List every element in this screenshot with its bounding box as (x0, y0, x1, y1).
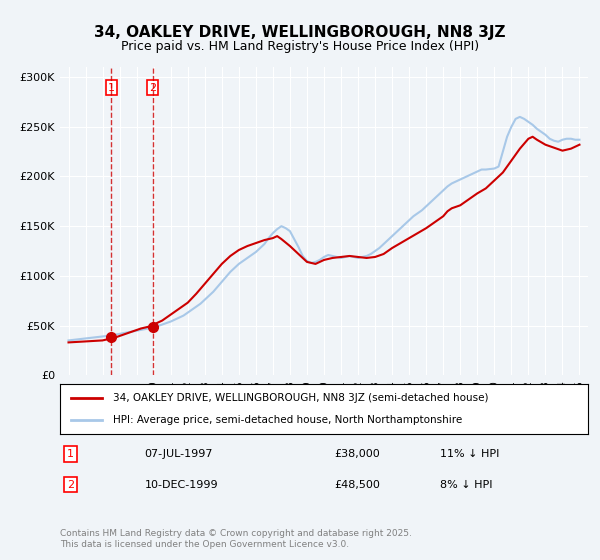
Text: £38,000: £38,000 (335, 449, 380, 459)
Text: £48,500: £48,500 (335, 480, 380, 489)
Text: Contains HM Land Registry data © Crown copyright and database right 2025.
This d: Contains HM Land Registry data © Crown c… (60, 529, 412, 549)
Text: Price paid vs. HM Land Registry's House Price Index (HPI): Price paid vs. HM Land Registry's House … (121, 40, 479, 53)
Text: 11% ↓ HPI: 11% ↓ HPI (440, 449, 500, 459)
Text: 34, OAKLEY DRIVE, WELLINGBOROUGH, NN8 3JZ: 34, OAKLEY DRIVE, WELLINGBOROUGH, NN8 3J… (94, 25, 506, 40)
Text: 2: 2 (149, 82, 156, 92)
Text: 34, OAKLEY DRIVE, WELLINGBOROUGH, NN8 3JZ (semi-detached house): 34, OAKLEY DRIVE, WELLINGBOROUGH, NN8 3J… (113, 393, 488, 403)
Text: 8% ↓ HPI: 8% ↓ HPI (440, 480, 493, 489)
Text: 07-JUL-1997: 07-JUL-1997 (145, 449, 213, 459)
Text: 1: 1 (67, 449, 74, 459)
Text: 10-DEC-1999: 10-DEC-1999 (145, 480, 218, 489)
Text: 2: 2 (67, 480, 74, 489)
Text: HPI: Average price, semi-detached house, North Northamptonshire: HPI: Average price, semi-detached house,… (113, 415, 462, 425)
Text: 1: 1 (108, 82, 115, 92)
